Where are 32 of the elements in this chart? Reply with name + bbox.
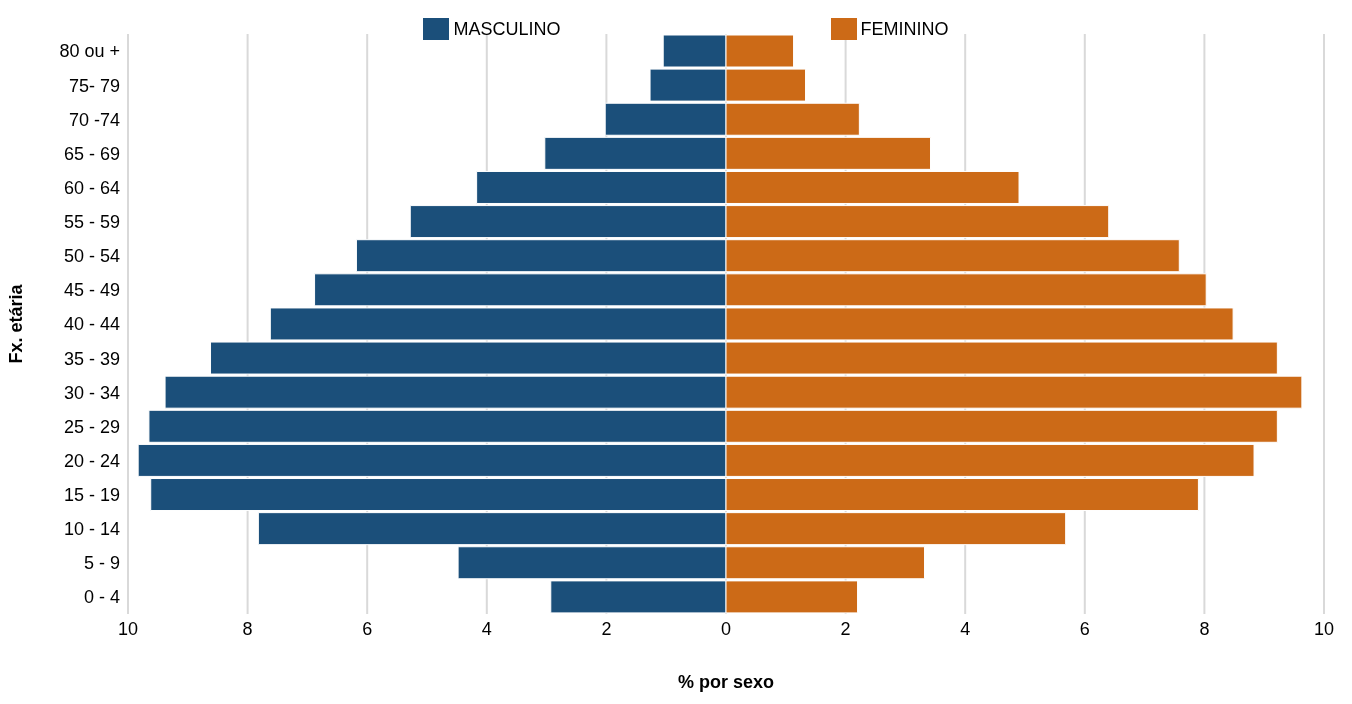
x-axis-title: % por sexo [677, 672, 775, 692]
x-tick-label: 4 [960, 618, 971, 639]
legend-label: MASCULINO [453, 18, 561, 40]
y-tick-label: 50 - 54 [63, 246, 120, 267]
y-tick-label: 40 - 44 [63, 314, 120, 335]
x-tick-label: 8 [1199, 618, 1210, 639]
y-tick-label: 70 -74 [68, 109, 120, 130]
y-axis-title: Fx. etária [6, 283, 27, 364]
x-tick-label: 6 [1079, 618, 1090, 639]
x-tick-label: 2 [840, 618, 851, 639]
y-tick-label: 35 - 39 [63, 348, 120, 369]
y-tick-label: 30 - 34 [63, 382, 120, 403]
x-tick-label: 8 [242, 618, 253, 639]
x-tick-label: 10 [117, 618, 139, 639]
y-tick-label: 0 - 4 [83, 587, 120, 608]
y-tick-label: 75- 79 [68, 75, 120, 96]
y-tick-label: 5 - 9 [83, 553, 120, 574]
y-tick-label: 15 - 19 [63, 484, 120, 505]
y-tick-label: 10 - 14 [63, 519, 120, 540]
y-tick-label: 65 - 69 [63, 143, 120, 164]
y-tick-label: 60 - 64 [63, 177, 120, 198]
y-tick-label: 25 - 29 [63, 416, 120, 437]
legend-label: FEMININO [860, 18, 949, 40]
y-tick-label: 45 - 49 [63, 280, 120, 301]
x-tick-label: 4 [481, 618, 492, 639]
y-tick-label: 20 - 24 [63, 450, 120, 471]
x-tick-label: 10 [1313, 618, 1335, 639]
y-tick-label: 55 - 59 [63, 212, 120, 233]
x-tick-label: 6 [362, 618, 373, 639]
y-tick-label: 80 ou + [59, 41, 120, 62]
x-tick-label: 2 [601, 618, 612, 639]
x-tick-label: 0 [720, 618, 732, 639]
